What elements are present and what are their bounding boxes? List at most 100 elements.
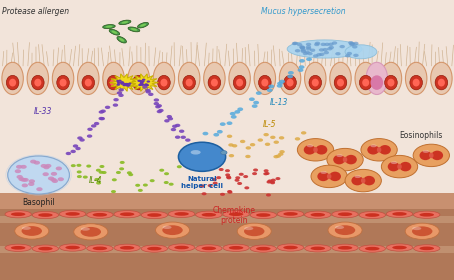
Ellipse shape xyxy=(85,79,92,87)
Ellipse shape xyxy=(385,75,397,90)
Ellipse shape xyxy=(335,225,355,235)
Circle shape xyxy=(265,143,270,146)
Circle shape xyxy=(99,110,104,114)
Circle shape xyxy=(287,75,293,78)
Circle shape xyxy=(20,165,27,169)
Circle shape xyxy=(267,88,273,92)
Ellipse shape xyxy=(307,144,313,147)
Circle shape xyxy=(140,80,143,83)
Circle shape xyxy=(256,91,262,95)
Circle shape xyxy=(313,54,318,58)
Ellipse shape xyxy=(236,79,243,87)
Ellipse shape xyxy=(367,145,379,155)
Ellipse shape xyxy=(277,244,304,251)
Circle shape xyxy=(265,172,270,175)
Circle shape xyxy=(279,136,284,139)
Ellipse shape xyxy=(114,211,140,218)
Circle shape xyxy=(253,101,259,104)
Circle shape xyxy=(234,110,240,114)
Ellipse shape xyxy=(223,244,249,251)
Ellipse shape xyxy=(311,247,325,250)
FancyBboxPatch shape xyxy=(0,207,454,280)
Ellipse shape xyxy=(363,176,375,185)
Circle shape xyxy=(142,85,148,89)
Circle shape xyxy=(306,57,312,61)
Circle shape xyxy=(185,138,191,142)
Circle shape xyxy=(127,171,132,174)
Ellipse shape xyxy=(311,213,325,217)
Circle shape xyxy=(172,125,178,128)
Circle shape xyxy=(346,52,352,55)
Circle shape xyxy=(297,43,302,46)
Ellipse shape xyxy=(431,62,452,94)
Ellipse shape xyxy=(6,75,19,90)
Circle shape xyxy=(77,136,83,140)
Circle shape xyxy=(324,51,329,54)
Ellipse shape xyxy=(5,211,31,218)
Ellipse shape xyxy=(119,38,124,42)
Ellipse shape xyxy=(120,246,134,250)
Ellipse shape xyxy=(391,161,397,164)
Circle shape xyxy=(117,91,122,95)
Circle shape xyxy=(164,119,170,123)
Circle shape xyxy=(153,102,159,105)
Ellipse shape xyxy=(345,155,357,164)
Circle shape xyxy=(216,176,221,179)
Ellipse shape xyxy=(153,62,175,94)
Ellipse shape xyxy=(258,75,271,90)
Ellipse shape xyxy=(140,24,146,27)
Ellipse shape xyxy=(304,145,316,155)
Circle shape xyxy=(219,168,224,171)
Ellipse shape xyxy=(392,246,407,249)
Ellipse shape xyxy=(59,79,67,87)
Circle shape xyxy=(232,144,237,148)
Ellipse shape xyxy=(419,151,431,160)
Ellipse shape xyxy=(131,28,137,31)
Circle shape xyxy=(305,50,310,54)
Circle shape xyxy=(143,183,148,186)
Ellipse shape xyxy=(81,227,101,237)
Circle shape xyxy=(66,152,71,155)
Ellipse shape xyxy=(283,212,298,216)
Ellipse shape xyxy=(211,79,218,87)
Circle shape xyxy=(142,79,145,81)
Circle shape xyxy=(139,82,143,85)
Ellipse shape xyxy=(414,245,440,252)
Circle shape xyxy=(52,179,58,183)
Circle shape xyxy=(148,93,153,96)
Circle shape xyxy=(202,132,208,136)
Ellipse shape xyxy=(336,154,343,157)
FancyBboxPatch shape xyxy=(0,246,454,253)
Text: IL-13: IL-13 xyxy=(270,98,288,107)
Ellipse shape xyxy=(429,153,434,158)
Circle shape xyxy=(157,110,162,113)
Ellipse shape xyxy=(105,25,113,28)
Circle shape xyxy=(28,182,35,186)
Circle shape xyxy=(202,192,207,195)
Circle shape xyxy=(150,179,155,182)
Circle shape xyxy=(181,136,186,139)
Circle shape xyxy=(144,84,148,86)
Circle shape xyxy=(94,122,99,125)
Circle shape xyxy=(43,165,49,169)
Ellipse shape xyxy=(419,247,434,250)
Ellipse shape xyxy=(208,75,221,90)
Circle shape xyxy=(140,83,144,86)
Ellipse shape xyxy=(32,245,59,252)
Circle shape xyxy=(123,83,127,85)
Circle shape xyxy=(48,176,54,180)
Ellipse shape xyxy=(400,162,411,171)
Ellipse shape xyxy=(35,79,41,87)
Circle shape xyxy=(257,138,263,142)
Ellipse shape xyxy=(2,62,23,94)
Ellipse shape xyxy=(366,62,388,94)
Ellipse shape xyxy=(332,211,358,218)
Circle shape xyxy=(116,84,120,86)
Ellipse shape xyxy=(312,79,319,87)
Circle shape xyxy=(264,169,269,172)
Ellipse shape xyxy=(5,244,31,251)
Circle shape xyxy=(43,172,49,176)
Circle shape xyxy=(113,103,118,107)
Circle shape xyxy=(345,169,381,192)
Ellipse shape xyxy=(81,227,90,231)
